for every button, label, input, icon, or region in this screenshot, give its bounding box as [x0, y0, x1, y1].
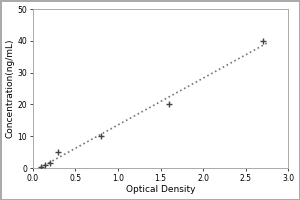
Y-axis label: Concentration(ng/mL): Concentration(ng/mL): [6, 39, 15, 138]
X-axis label: Optical Density: Optical Density: [126, 185, 195, 194]
